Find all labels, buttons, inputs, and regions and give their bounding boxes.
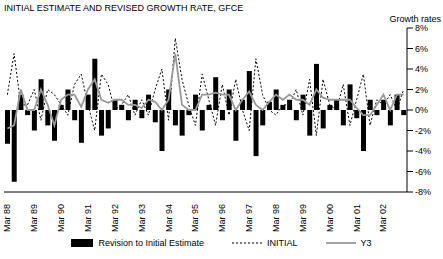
svg-text:Mar 95: Mar 95 xyxy=(190,204,200,232)
svg-text:0%: 0% xyxy=(415,105,428,115)
svg-text:Mar 00: Mar 00 xyxy=(325,204,335,232)
svg-text:Mar 90: Mar 90 xyxy=(56,204,66,232)
svg-text:2%: 2% xyxy=(415,85,428,95)
svg-text:6%: 6% xyxy=(415,44,428,54)
svg-text:8%: 8% xyxy=(415,23,428,33)
svg-text:Mar 92: Mar 92 xyxy=(110,204,120,232)
svg-text:-8%: -8% xyxy=(415,187,431,197)
svg-text:Mar 91: Mar 91 xyxy=(83,204,93,232)
svg-text:Mar 99: Mar 99 xyxy=(298,204,308,232)
html-text:INITIAL: INITIAL xyxy=(267,238,298,248)
html-text:Revision to Initial Estimate: Revision to Initial Estimate xyxy=(98,238,204,248)
svg-text:Mar 01: Mar 01 xyxy=(352,204,362,232)
svg-text:Mar 94: Mar 94 xyxy=(164,204,174,232)
svg-text:Mar 93: Mar 93 xyxy=(137,204,147,232)
html-text:INITIAL ESTIMATE AND REVISED G: INITIAL ESTIMATE AND REVISED GROWTH RATE… xyxy=(4,3,244,13)
svg-text:Mar 98: Mar 98 xyxy=(271,204,281,232)
svg-text:-6%: -6% xyxy=(415,167,431,177)
html-text:Y3: Y3 xyxy=(360,238,372,248)
svg-text:-2%: -2% xyxy=(415,126,431,136)
svg-text:4%: 4% xyxy=(415,64,428,74)
svg-text:Mar 88: Mar 88 xyxy=(8,204,12,232)
svg-text:-4%: -4% xyxy=(415,146,431,156)
svg-text:Mar 97: Mar 97 xyxy=(244,204,254,232)
html-text:Growth rates: Growth rates xyxy=(389,14,441,24)
svg-text:Mar 96: Mar 96 xyxy=(217,204,227,232)
svg-text:Mar 89: Mar 89 xyxy=(29,204,39,232)
svg-text:Mar 02: Mar 02 xyxy=(378,204,388,232)
